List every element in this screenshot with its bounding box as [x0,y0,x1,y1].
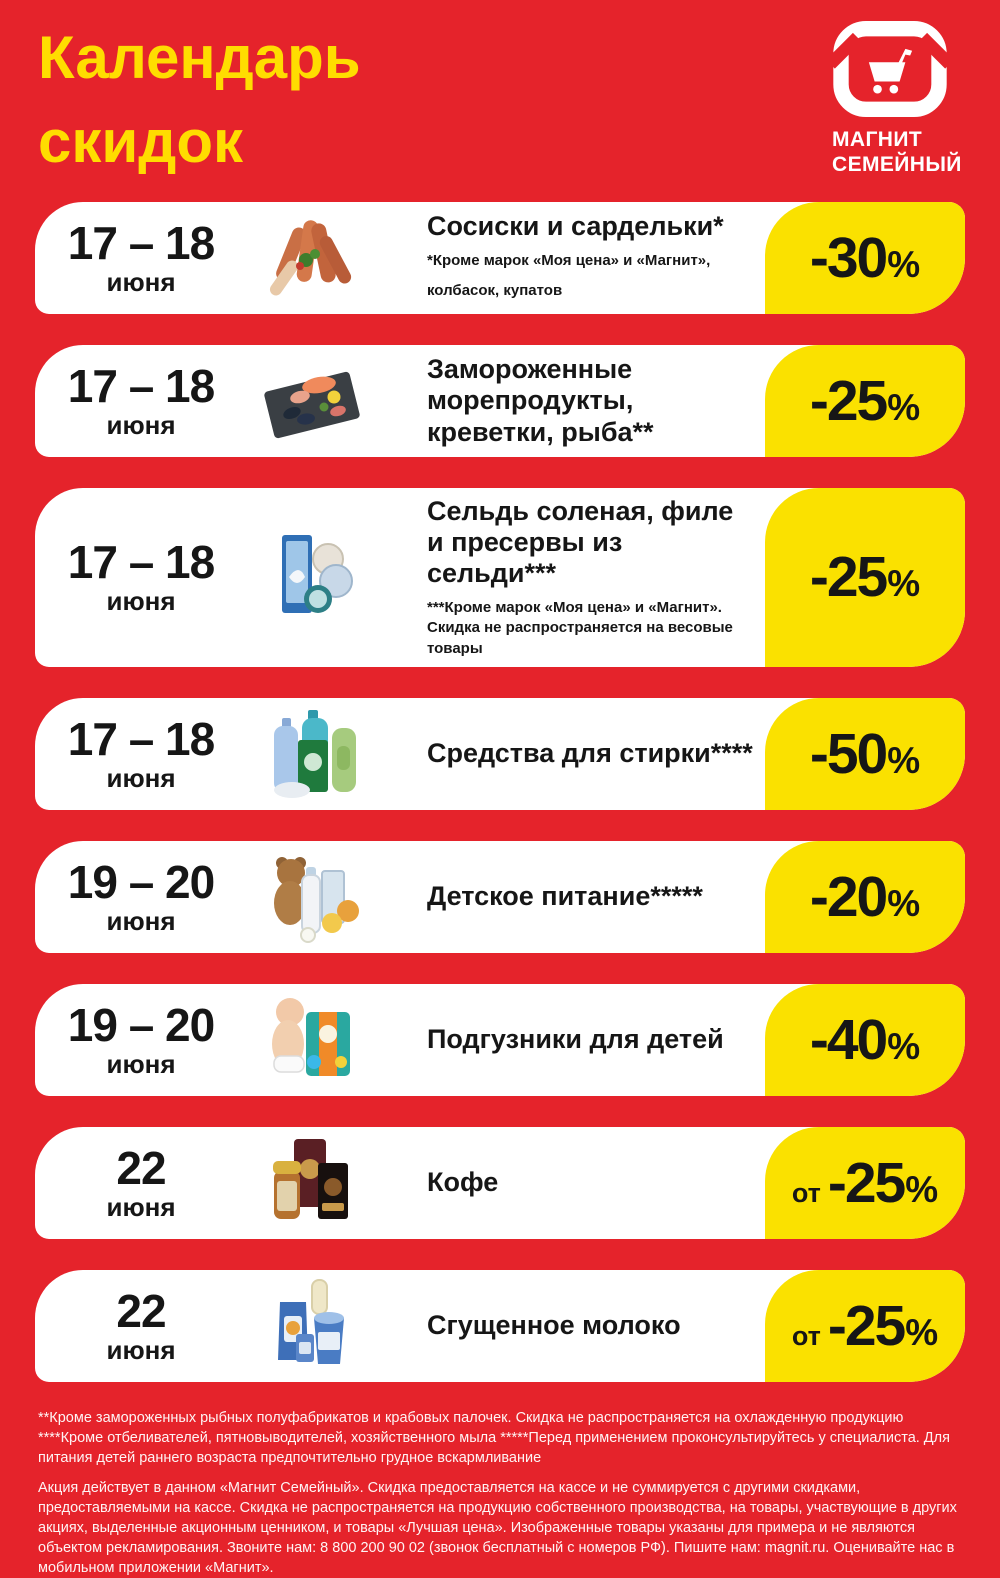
offer-title: Сосиски и сардельки* [427,211,724,242]
magnit-cart-logo-icon [832,20,948,118]
discount-value: -25 [827,1293,906,1358]
discount-value: -40 [809,1007,888,1072]
offer-card-baby-food: 19 – 20 июня Детское питание***** [35,840,965,953]
offer-dates: 17 – 18 июня [35,363,247,440]
discount-badge: -40 % [765,983,965,1096]
offer-description: Сельдь соленая, филе и пресервы из сельд… [375,488,965,667]
discount-value: -30 [809,226,888,290]
discount-badge: -25 % [765,345,965,457]
discount-badge: от -25 % [765,1269,965,1382]
offer-date-month: июня [106,586,176,617]
laundry-detergent-product-image [247,703,375,805]
brand-logo: МАГНИТ СЕМЕЙНЫЙ [832,16,964,178]
discount-prefix: от [791,1177,821,1208]
offer-date-month: июня [106,1334,176,1365]
offer-date-range: 17 – 18 [67,712,215,765]
offer-date-month: июня [106,1191,176,1222]
offer-description: Подгузники для детей [375,1016,965,1063]
diapers-product-image [247,989,375,1091]
offer-description: Детское питание***** [375,873,965,920]
offer-dates: 22 июня [35,1145,247,1222]
offer-title: Сгущенное молоко [427,1310,681,1341]
discount-value: -50 [809,721,888,786]
offer-date-range: 17 – 18 [67,536,215,589]
offer-description: Сосиски и сардельки* *Кроме марок «Моя ц… [375,203,965,313]
offer-date-range: 17 – 18 [67,359,215,412]
percent-sign: % [887,882,921,924]
offer-date-month: июня [106,266,176,297]
percent-sign: % [905,1311,939,1353]
percent-sign: % [887,563,921,605]
offer-date-range: 22 [116,1284,166,1337]
offer-title: Сельдь соленая, филе и пресервы из сельд… [427,496,734,589]
discount-badge: от -25 % [765,1126,965,1239]
offer-note: *Кроме марок «Моя цена» и «Магнит», колб… [427,252,711,299]
brand-name-line2: СЕМЕЙНЫЙ [832,152,962,176]
discount-badge: -25 % [765,488,965,667]
condensed-milk-product-image [247,1275,375,1377]
offer-description: Замороженные морепродукты, креветки, рыб… [375,346,965,455]
offer-description: Сгущенное молоко [375,1302,965,1349]
offer-title: Средства для стирки**** [427,738,753,769]
offer-title: Кофе [427,1167,499,1198]
offers-list: 17 – 18 июня Сосиски и сардельки* *Кроме… [0,190,1000,1382]
percent-sign: % [887,1025,921,1067]
legal-footnotes: **Кроме замороженных рыбных полуфабрикат… [0,1382,1000,1578]
discount-badge: -30 % [765,202,965,314]
header: Календарь скидок МАГНИТ СЕМЕЙНЫЙ [0,0,1000,190]
offer-dates: 22 июня [35,1288,247,1365]
baby-food-product-image [247,846,375,948]
discount-value: -25 [827,1150,906,1215]
frozen-seafood-product-image [247,350,375,452]
percent-sign: % [905,1168,939,1210]
offer-title: Детское питание***** [427,881,703,912]
discount-badge: -50 % [765,697,965,810]
brand-name: МАГНИТ СЕМЕЙНЫЙ [832,128,964,178]
offer-date-month: июня [106,409,176,440]
offer-title: Подгузники для детей [427,1024,724,1055]
offer-note: ***Кроме марок «Моя цена» и «Магнит». Ск… [427,599,733,657]
herring-product-image [247,526,375,628]
coffee-product-image [247,1132,375,1234]
offer-card-diapers: 19 – 20 июня Подгузники для детей -40 [35,983,965,1096]
page-title-line1: Календарь [38,24,361,91]
offer-description: Кофе [375,1159,965,1206]
offer-date-range: 17 – 18 [67,216,215,269]
offer-date-month: июня [106,905,176,936]
footnote-paragraph-2: Акция действует в данном «Магнит Семейны… [38,1479,957,1576]
offer-card-seafood: 17 – 18 июня Замороженные морепродукты, … [35,345,965,457]
page-title: Календарь скидок [38,16,361,184]
discount-value: -20 [809,864,888,929]
offer-dates: 19 – 20 июня [35,1002,247,1079]
offer-date-range: 22 [116,1141,166,1194]
offer-card-laundry: 17 – 18 июня Средства для стирки**** [35,697,965,810]
page-title-line2: скидок [38,108,244,175]
discount-value: -25 [809,369,888,433]
offer-card-sausages: 17 – 18 июня Сосиски и сардельки* *Кроме… [35,202,965,314]
offer-date-month: июня [106,762,176,793]
offer-dates: 17 – 18 июня [35,539,247,616]
offer-title: Замороженные морепродукты, креветки, рыб… [427,354,654,447]
offer-date-range: 19 – 20 [67,855,215,908]
percent-sign: % [887,387,921,428]
percent-sign: % [887,739,921,781]
discount-badge: -20 % [765,840,965,953]
discount-value: -25 [809,545,888,610]
offer-dates: 17 – 18 июня [35,220,247,297]
offer-card-herring: 17 – 18 июня Сельдь соленая, филе и прес… [35,488,965,667]
discount-prefix: от [791,1320,821,1351]
offer-date-month: июня [106,1048,176,1079]
offer-dates: 17 – 18 июня [35,716,247,793]
offer-card-condensed-milk: 22 июня Сгущенное молоко от -25 [35,1269,965,1382]
offer-card-coffee: 22 июня Кофе от -25 % [35,1126,965,1239]
offer-description: Средства для стирки**** [375,730,965,777]
brand-name-line1: МАГНИТ [832,128,923,151]
offer-dates: 19 – 20 июня [35,859,247,936]
sausages-product-image [247,207,375,309]
percent-sign: % [887,244,921,285]
footnote-paragraph-1: **Кроме замороженных рыбных полуфабрикат… [38,1409,950,1466]
offer-date-range: 19 – 20 [67,998,215,1051]
